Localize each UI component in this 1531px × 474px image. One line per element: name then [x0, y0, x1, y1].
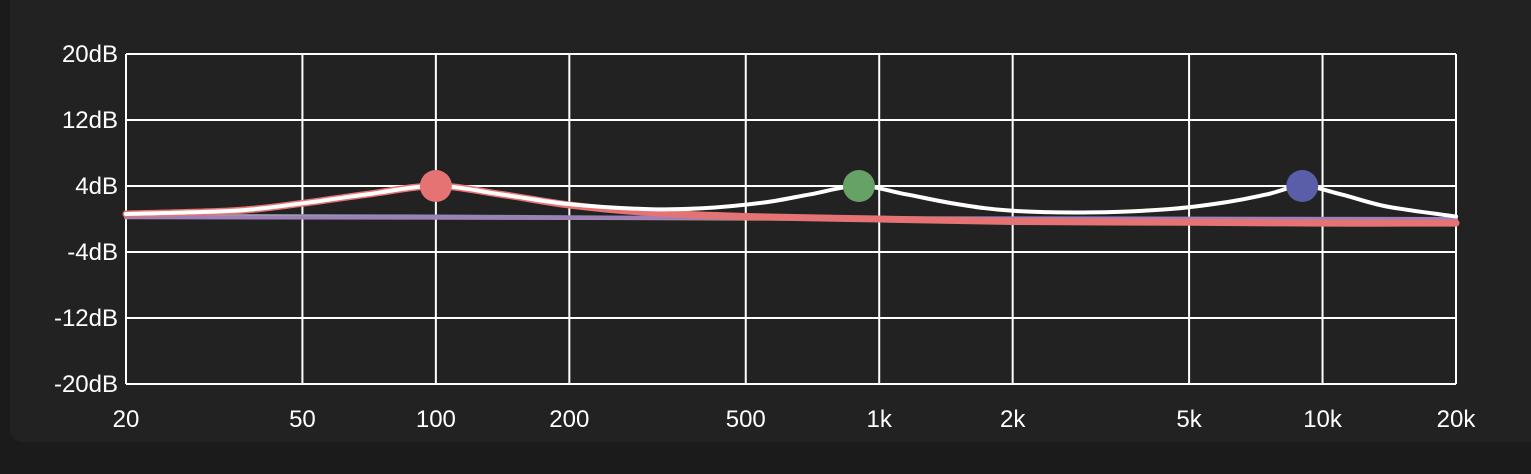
- x-tick-label: 500: [726, 406, 766, 433]
- x-axis-labels: 20 50 100 200 500 1k 2k 5k 10k 20k: [113, 406, 1477, 433]
- band-handle-2[interactable]: [842, 170, 875, 202]
- y-tick-label: 4dB: [75, 173, 118, 200]
- x-tick-label: 1k: [867, 406, 893, 433]
- x-tick-label: 5k: [1176, 406, 1202, 433]
- x-tick-label: 10k: [1303, 406, 1343, 433]
- y-axis-labels: 20dB 12dB 4dB -4dB -12dB -20dB: [54, 41, 118, 398]
- y-tick-label: 20dB: [62, 41, 118, 68]
- y-tick-label: -4dB: [67, 239, 118, 266]
- x-tick-label: 2k: [1000, 406, 1026, 433]
- band-handle-3[interactable]: [1286, 170, 1319, 202]
- y-tick-label: -12dB: [54, 305, 118, 332]
- band-handles[interactable]: [419, 170, 1319, 202]
- band-handle-1[interactable]: [419, 170, 452, 202]
- y-tick-label: -20dB: [54, 371, 118, 398]
- y-tick-label: 12dB: [62, 107, 118, 134]
- x-tick-label: 20k: [1437, 406, 1477, 433]
- x-tick-label: 20: [113, 406, 140, 433]
- x-tick-label: 100: [416, 406, 456, 433]
- x-tick-label: 200: [549, 406, 589, 433]
- x-tick-label: 50: [289, 406, 316, 433]
